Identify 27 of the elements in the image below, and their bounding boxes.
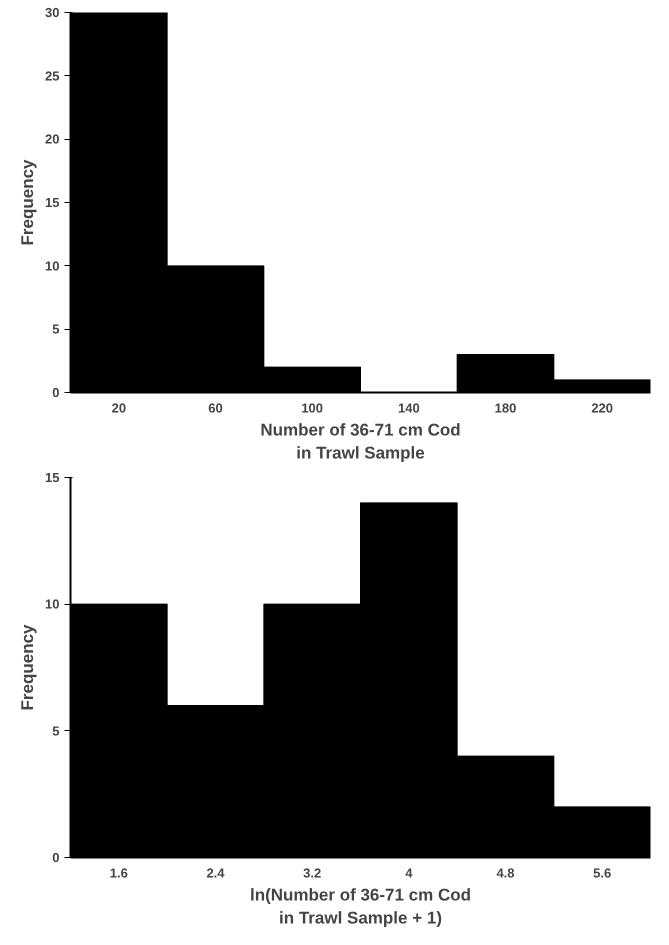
x-tick-label: 220 — [591, 400, 614, 416]
y-axis-title: Frequency — [18, 158, 38, 246]
y-axis-title: Frequency — [18, 624, 38, 710]
y-tick-label: 10 — [45, 596, 60, 612]
x-tick-label: 1.6 — [110, 866, 128, 880]
y-tick-label: 15 — [45, 195, 60, 210]
x-tick-label: 3.2 — [303, 866, 322, 880]
x-axis-title: Number of 36-71 cm Cod in Trawl Sample — [260, 420, 461, 462]
x-tick-label: 60 — [208, 400, 223, 416]
y-tick-label: 25 — [45, 68, 60, 84]
y-tick-label: 0 — [52, 850, 60, 865]
x-tick-label: 4.8 — [496, 866, 515, 880]
y-tick-label: 5 — [52, 322, 60, 337]
x-axis-title: ln(Number of 36-71 cm Cod in Trawl Sample + 1) — [250, 886, 472, 928]
x-tick-label: 100 — [301, 400, 324, 416]
y-tick-label: 5 — [52, 723, 60, 738]
y-tick-label: 15 — [45, 470, 60, 485]
x-tick-label: 2.4 — [206, 866, 226, 880]
y-tick-label: 0 — [52, 385, 60, 400]
y-tick-label: 20 — [45, 132, 60, 147]
x-tick-label: 4 — [405, 866, 414, 880]
y-tick-label: 30 — [45, 5, 60, 20]
x-tick-label: 140 — [398, 400, 420, 416]
x-tick-label: 5.6 — [593, 866, 612, 880]
x-tick-label: 180 — [494, 400, 516, 416]
x-tick-label: 20 — [112, 400, 126, 416]
y-tick-label: 10 — [45, 258, 60, 274]
